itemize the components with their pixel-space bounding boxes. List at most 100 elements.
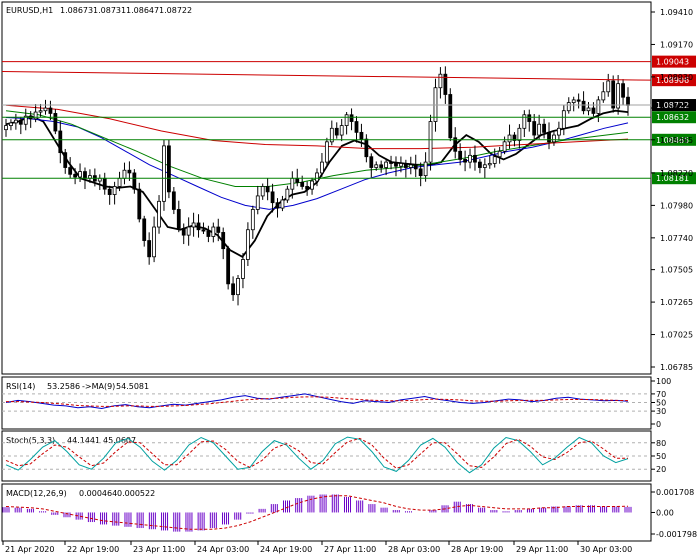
- candle-body: [552, 134, 556, 143]
- candle-body: [423, 161, 428, 177]
- candle-body: [280, 199, 285, 209]
- time-tick-label: 24 Apr 19:00: [260, 545, 312, 554]
- candle-body: [458, 150, 463, 160]
- time-tick-label: 24 Apr 03:00: [197, 545, 249, 554]
- rsi-ma-label: ->MA(9): [82, 382, 115, 391]
- candle-body: [527, 114, 532, 122]
- osc-tick-label: 80: [656, 439, 666, 448]
- osc-series-line: [5, 495, 629, 530]
- candle-body: [132, 172, 137, 190]
- candle-body: [4, 125, 8, 131]
- candle-body: [611, 80, 616, 109]
- candle-body: [122, 169, 127, 179]
- candle-body: [374, 164, 379, 168]
- candle-body: [142, 218, 147, 241]
- osc-tick-label: -0.001798: [656, 530, 697, 539]
- price-tick-label: 1.09410: [660, 8, 693, 17]
- trend-price-tag: [652, 74, 696, 87]
- candle-body: [18, 119, 23, 125]
- ohlc-open: 1.08673: [60, 6, 93, 15]
- candle-body: [48, 107, 53, 114]
- ohlc-low: 1.08647: [126, 6, 159, 15]
- level-price-tag: [652, 172, 696, 185]
- horizontal-levels: 1.08632 1.08465 1.08181 1.09043 1.08906 1.087…: [1, 55, 696, 185]
- osc-tick-label: 20: [656, 465, 666, 474]
- ma-line-blue: [5, 117, 629, 210]
- candle-body: [522, 114, 527, 129]
- time-tick-label: 21 Apr 2020: [5, 545, 54, 554]
- candle-body: [285, 188, 290, 201]
- candle-body: [171, 191, 176, 210]
- candle-body: [616, 83, 621, 109]
- time-tick-label: 28 Apr 19:00: [451, 545, 503, 554]
- candle-body: [196, 222, 201, 231]
- candle-body: [626, 96, 630, 106]
- candle-body: [413, 164, 418, 170]
- stoch-panel[interactable]: Stoch(5,3,3) 44.1441 45.0607 80 50 20: [1, 430, 666, 482]
- candle-body: [236, 278, 240, 296]
- ohlc-high: 1.08731: [93, 6, 126, 15]
- candle-body: [339, 125, 344, 136]
- candle-body: [571, 99, 576, 104]
- candle-body: [38, 110, 43, 113]
- rsi-panel[interactable]: RSI(14) 53.2586 ->MA(9) 54.5081 100 70503…: [1, 376, 671, 430]
- osc-series-line: [5, 437, 628, 469]
- candle-body: [482, 164, 487, 168]
- stoch-signal-value: 45.0607: [103, 436, 136, 445]
- price-panel[interactable]: EURUSD,H1 1.08673 1.08731 1.08647 1.0872…: [1, 1, 696, 375]
- chart-symbol: EURUSD,H1: [6, 6, 53, 15]
- candle-body: [547, 131, 551, 143]
- current-price-label: 1.08722: [656, 101, 689, 110]
- candle-body: [231, 283, 235, 296]
- price-tick-label: 1.08220: [660, 169, 693, 178]
- candle-body: [23, 115, 28, 125]
- level-price-label: 1.08465: [656, 136, 689, 145]
- candle-body: [147, 240, 152, 258]
- osc-tick-label: 0.001708: [656, 488, 694, 497]
- current-price-tag: [652, 99, 696, 112]
- macd-panel[interactable]: MACD(12,26,9) 0.000464 0.000522 0.001708…: [1, 483, 697, 542]
- candle-body: [206, 230, 211, 237]
- candle-body: [83, 171, 87, 179]
- candle-body: [502, 141, 507, 152]
- candle-body: [591, 107, 596, 114]
- candle-body: [201, 229, 206, 232]
- candle-body: [507, 134, 512, 143]
- candle-body: [487, 163, 492, 166]
- rsi-name: RSI(14): [6, 382, 35, 391]
- trend-line[interactable]: [1, 71, 652, 81]
- candle-body: [517, 127, 522, 141]
- price-tick-label: 1.08700: [660, 104, 693, 113]
- time-tick-label: 23 Apr 11:00: [133, 545, 185, 554]
- candle-body: [260, 186, 265, 197]
- candle-body: [532, 121, 537, 136]
- osc-tick-label: 0.00: [656, 508, 674, 517]
- rsi-ma-value: 54.5081: [116, 382, 149, 391]
- level-price-label: 1.09043: [656, 58, 689, 67]
- candle-body: [63, 152, 68, 168]
- candle-body: [107, 188, 112, 195]
- candle-body: [349, 114, 354, 122]
- ma-line-red: [5, 104, 629, 150]
- price-tick-label: 1.07025: [660, 331, 693, 340]
- candle-body: [512, 134, 517, 141]
- time-tick-label: 28 Apr 03:00: [388, 545, 440, 554]
- candle-body: [601, 91, 606, 101]
- price-tick-label: 1.09170: [660, 40, 693, 49]
- price-tick-label: 1.06785: [660, 363, 693, 372]
- candle-body: [418, 168, 423, 177]
- candle-body: [58, 130, 63, 154]
- macd-frame: [1, 483, 652, 542]
- candle-body: [275, 202, 280, 209]
- candle-body: [117, 177, 122, 187]
- candle-body: [245, 229, 250, 260]
- candle-body: [492, 156, 497, 164]
- candle-body: [73, 173, 78, 178]
- macd-main-value: 0.000464: [79, 489, 117, 498]
- candle-body: [443, 73, 448, 95]
- ohlc-close: 1.08722: [159, 6, 192, 15]
- osc-tick-label: 70: [656, 390, 666, 399]
- candle-body: [537, 123, 542, 136]
